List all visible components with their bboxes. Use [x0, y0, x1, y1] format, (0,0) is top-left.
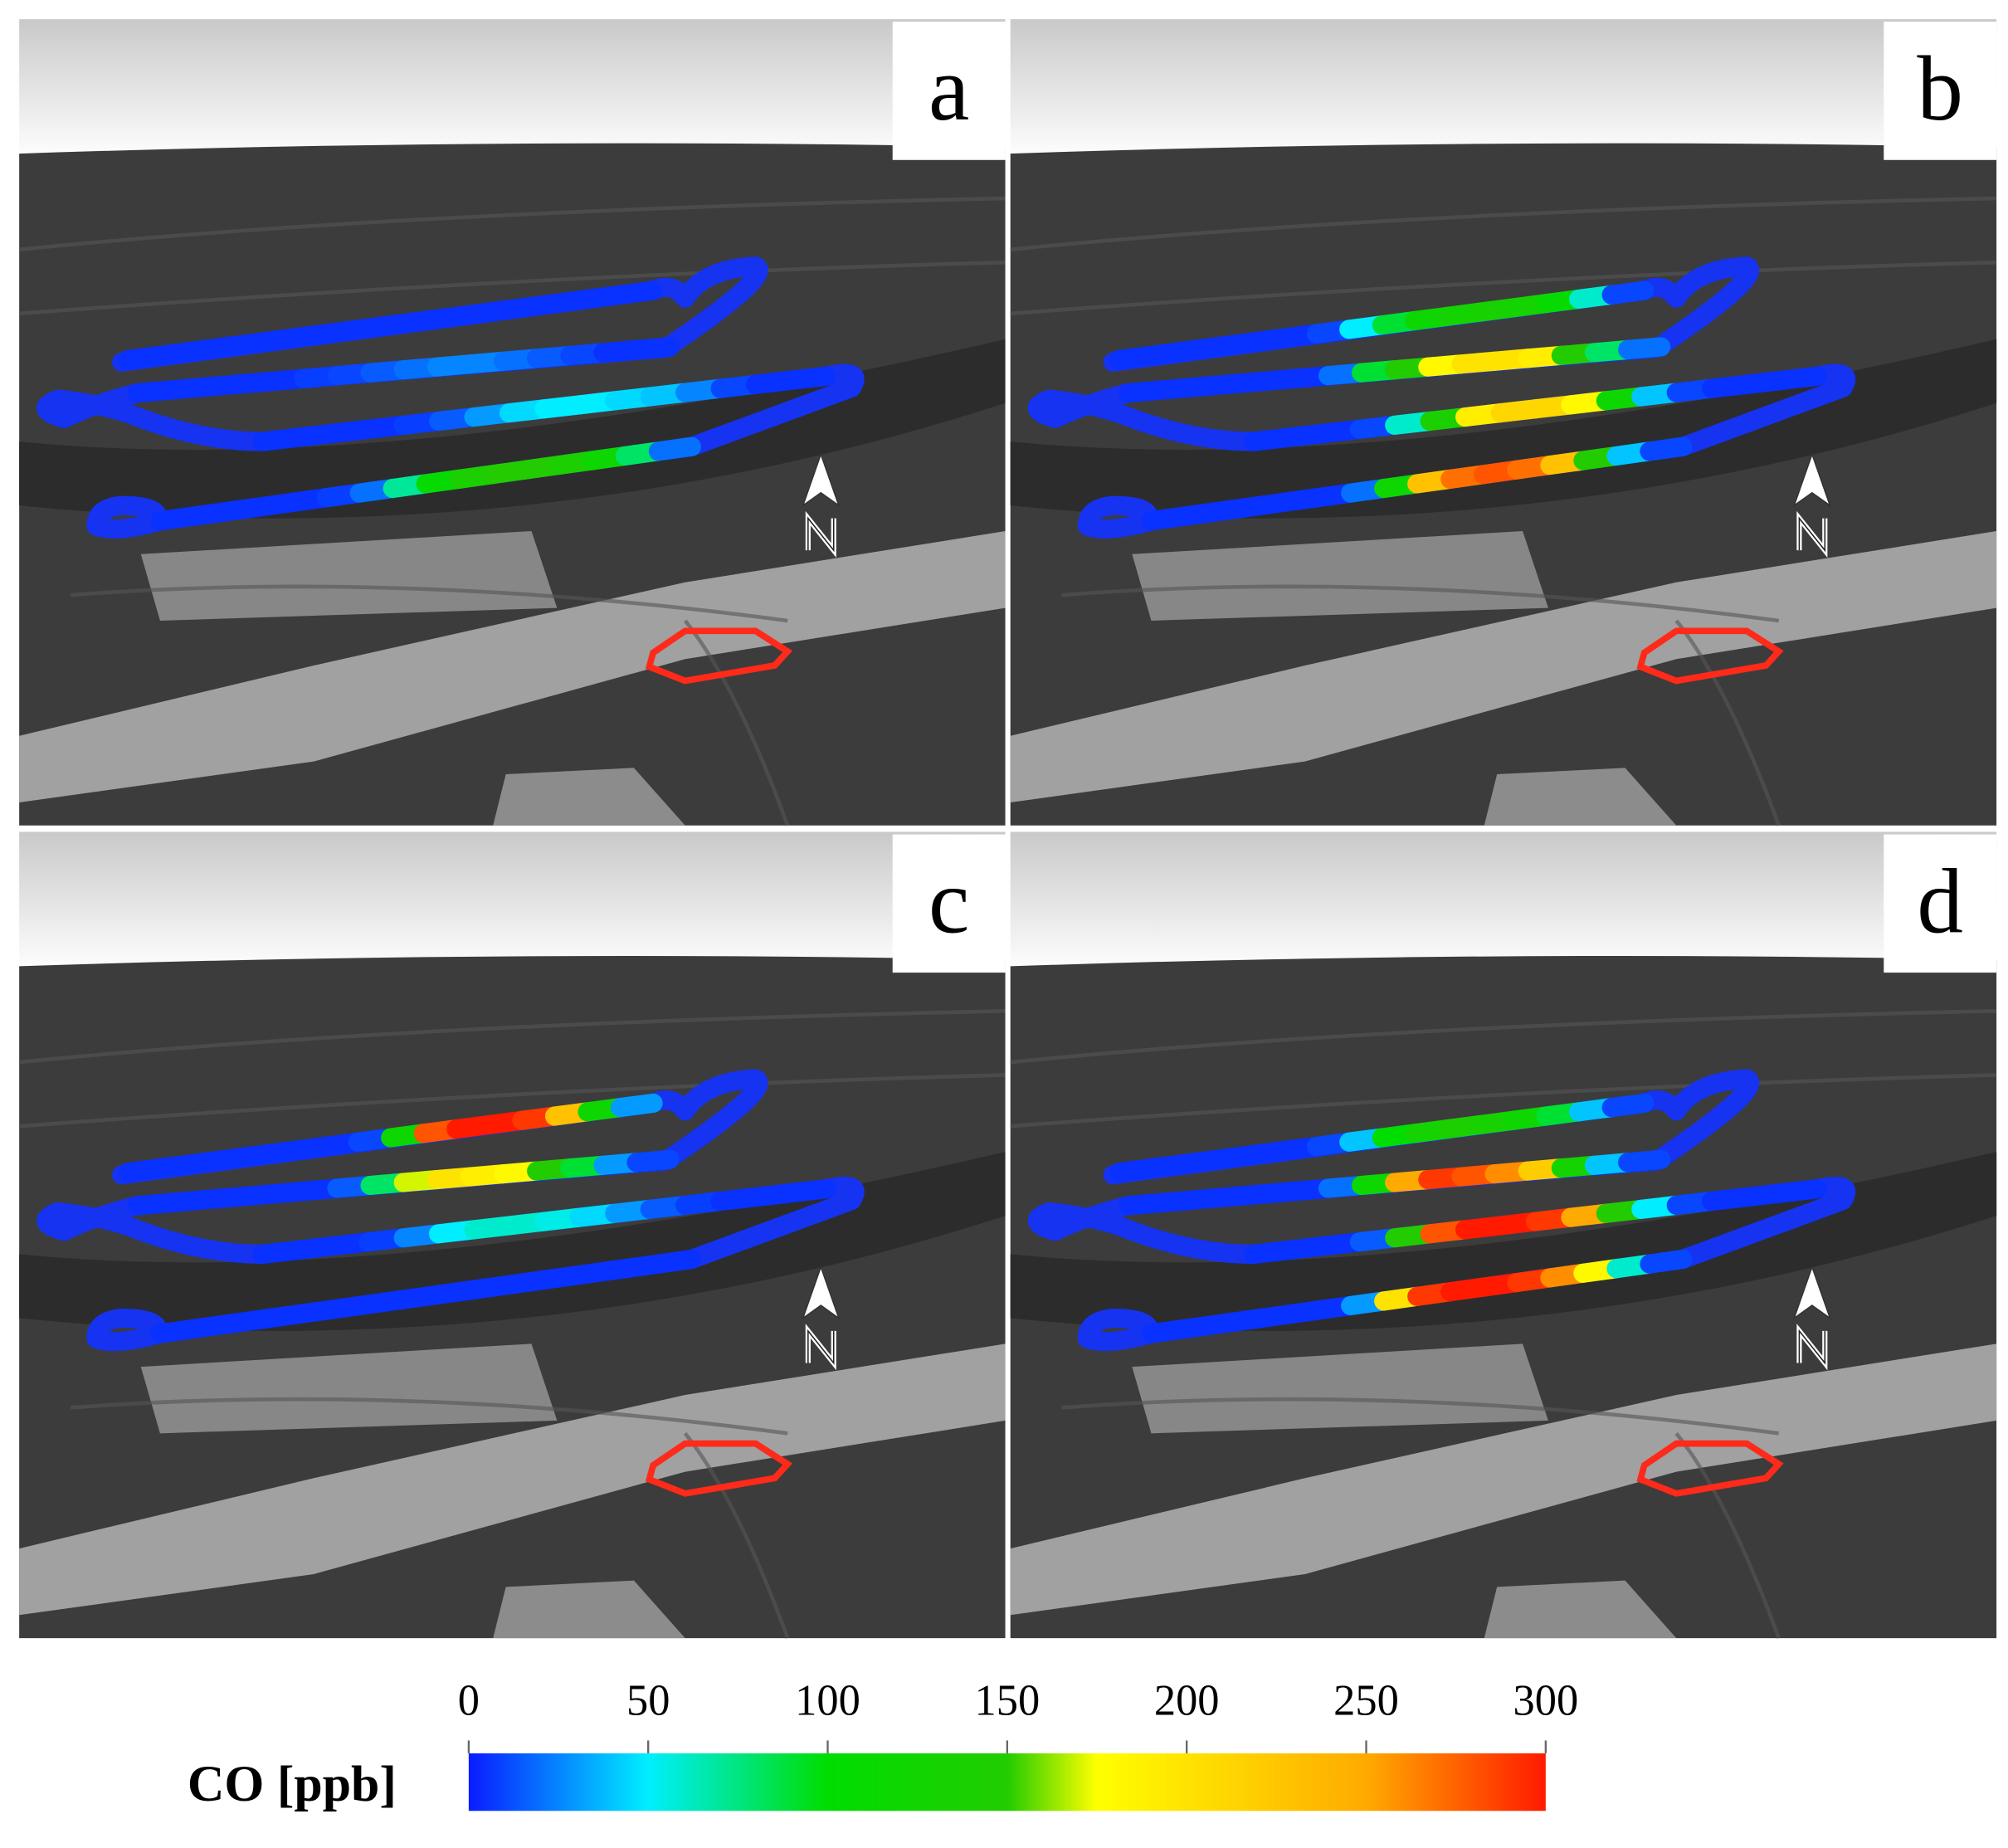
north-n-outline: [807, 1329, 835, 1365]
north-n-outline: [807, 516, 835, 553]
site-outline: [645, 1440, 793, 1497]
co-sample: [1640, 1250, 1693, 1274]
co-sample: [1601, 280, 1655, 305]
sky: [1010, 831, 1997, 973]
terrain-light: [19, 1343, 1006, 1616]
colorbar-tick-label: 300: [1513, 1676, 1579, 1724]
flight-track: [1027, 256, 1856, 539]
co-sample: [1601, 1093, 1655, 1118]
co-sample: [648, 1250, 701, 1274]
colorbar-tick-label: 50: [626, 1676, 670, 1724]
sky: [19, 19, 1006, 160]
co-sample: [648, 436, 701, 461]
terrain-texture: [18, 196, 1006, 826]
north-arrow: [1792, 452, 1832, 508]
co-sample: [626, 1149, 680, 1173]
map-panel: b: [1010, 19, 1997, 826]
label-box: [892, 22, 1006, 160]
map-panel: a: [18, 19, 1006, 826]
terrain-light: [493, 768, 685, 826]
flight-track: [1027, 1069, 1856, 1352]
co-sample: [1772, 1179, 1827, 1203]
terrain-light: [1010, 531, 1997, 802]
terrain-light: [140, 531, 558, 621]
co-sample: [626, 337, 680, 359]
label-box: [892, 834, 1006, 973]
site-outline: [1636, 1440, 1784, 1497]
north-n-outline: [1798, 1329, 1826, 1365]
north-n-outline: [1798, 516, 1826, 553]
panel-label: b: [1917, 38, 1963, 140]
terrain-dark: [19, 339, 1006, 519]
co-sample: [1772, 366, 1827, 390]
terrain-light: [19, 531, 1006, 802]
terrain-light: [1484, 768, 1677, 826]
panel-label: c: [928, 851, 969, 953]
terrain-texture: [1010, 196, 1997, 826]
co-sample: [610, 1093, 663, 1118]
terrain-light: [1010, 1343, 1997, 1616]
north-arrow: [802, 452, 841, 508]
terrain-light: [1132, 1343, 1548, 1434]
site-outline: [1636, 627, 1784, 685]
co-sample: [1618, 1149, 1671, 1173]
label-box: [1884, 22, 1997, 160]
colorbar-tick-label: 200: [1154, 1676, 1220, 1724]
flight-track: [37, 256, 865, 539]
terrain-light: [493, 1580, 685, 1639]
colorbar-tick-label: 100: [795, 1676, 860, 1724]
site-outline: [645, 627, 793, 685]
map-panel: c: [18, 831, 1006, 1639]
terrain-texture: [1010, 1009, 1997, 1639]
panel-label: a: [928, 38, 969, 140]
terrain-dark: [1010, 339, 1997, 519]
terrain-texture: [18, 1009, 1006, 1639]
terrain-light: [140, 1343, 558, 1434]
flight-track: [37, 1069, 865, 1352]
north-arrow: [802, 1265, 841, 1320]
label-box: [1884, 834, 1997, 973]
co-sample: [610, 280, 663, 305]
terrain-dark: [1010, 1152, 1997, 1331]
co-sample: [781, 1179, 836, 1203]
panels: a b c d: [18, 19, 1997, 1639]
co-sample: [1618, 337, 1671, 359]
colorbar-scale: [468, 1753, 1546, 1811]
map-panel: d: [1010, 831, 1997, 1639]
terrain-light: [1484, 1580, 1677, 1639]
co-sample: [1640, 436, 1693, 461]
colorbar-tick-label: 0: [458, 1676, 480, 1724]
terrain-light: [1132, 531, 1548, 621]
colorbar: CO [ppb] 0 50 100 150 200 250 300: [188, 1676, 1578, 1812]
colorbar-tick-label: 150: [975, 1676, 1041, 1724]
co-sample: [781, 366, 836, 390]
colorbar-label: CO [ppb]: [188, 1756, 397, 1812]
sky: [1010, 19, 1997, 160]
panel-label: d: [1917, 851, 1963, 953]
north-arrow: [1792, 1265, 1832, 1320]
terrain-dark: [19, 1152, 1006, 1331]
sky: [19, 831, 1006, 973]
colorbar-tick-label: 250: [1333, 1676, 1399, 1724]
